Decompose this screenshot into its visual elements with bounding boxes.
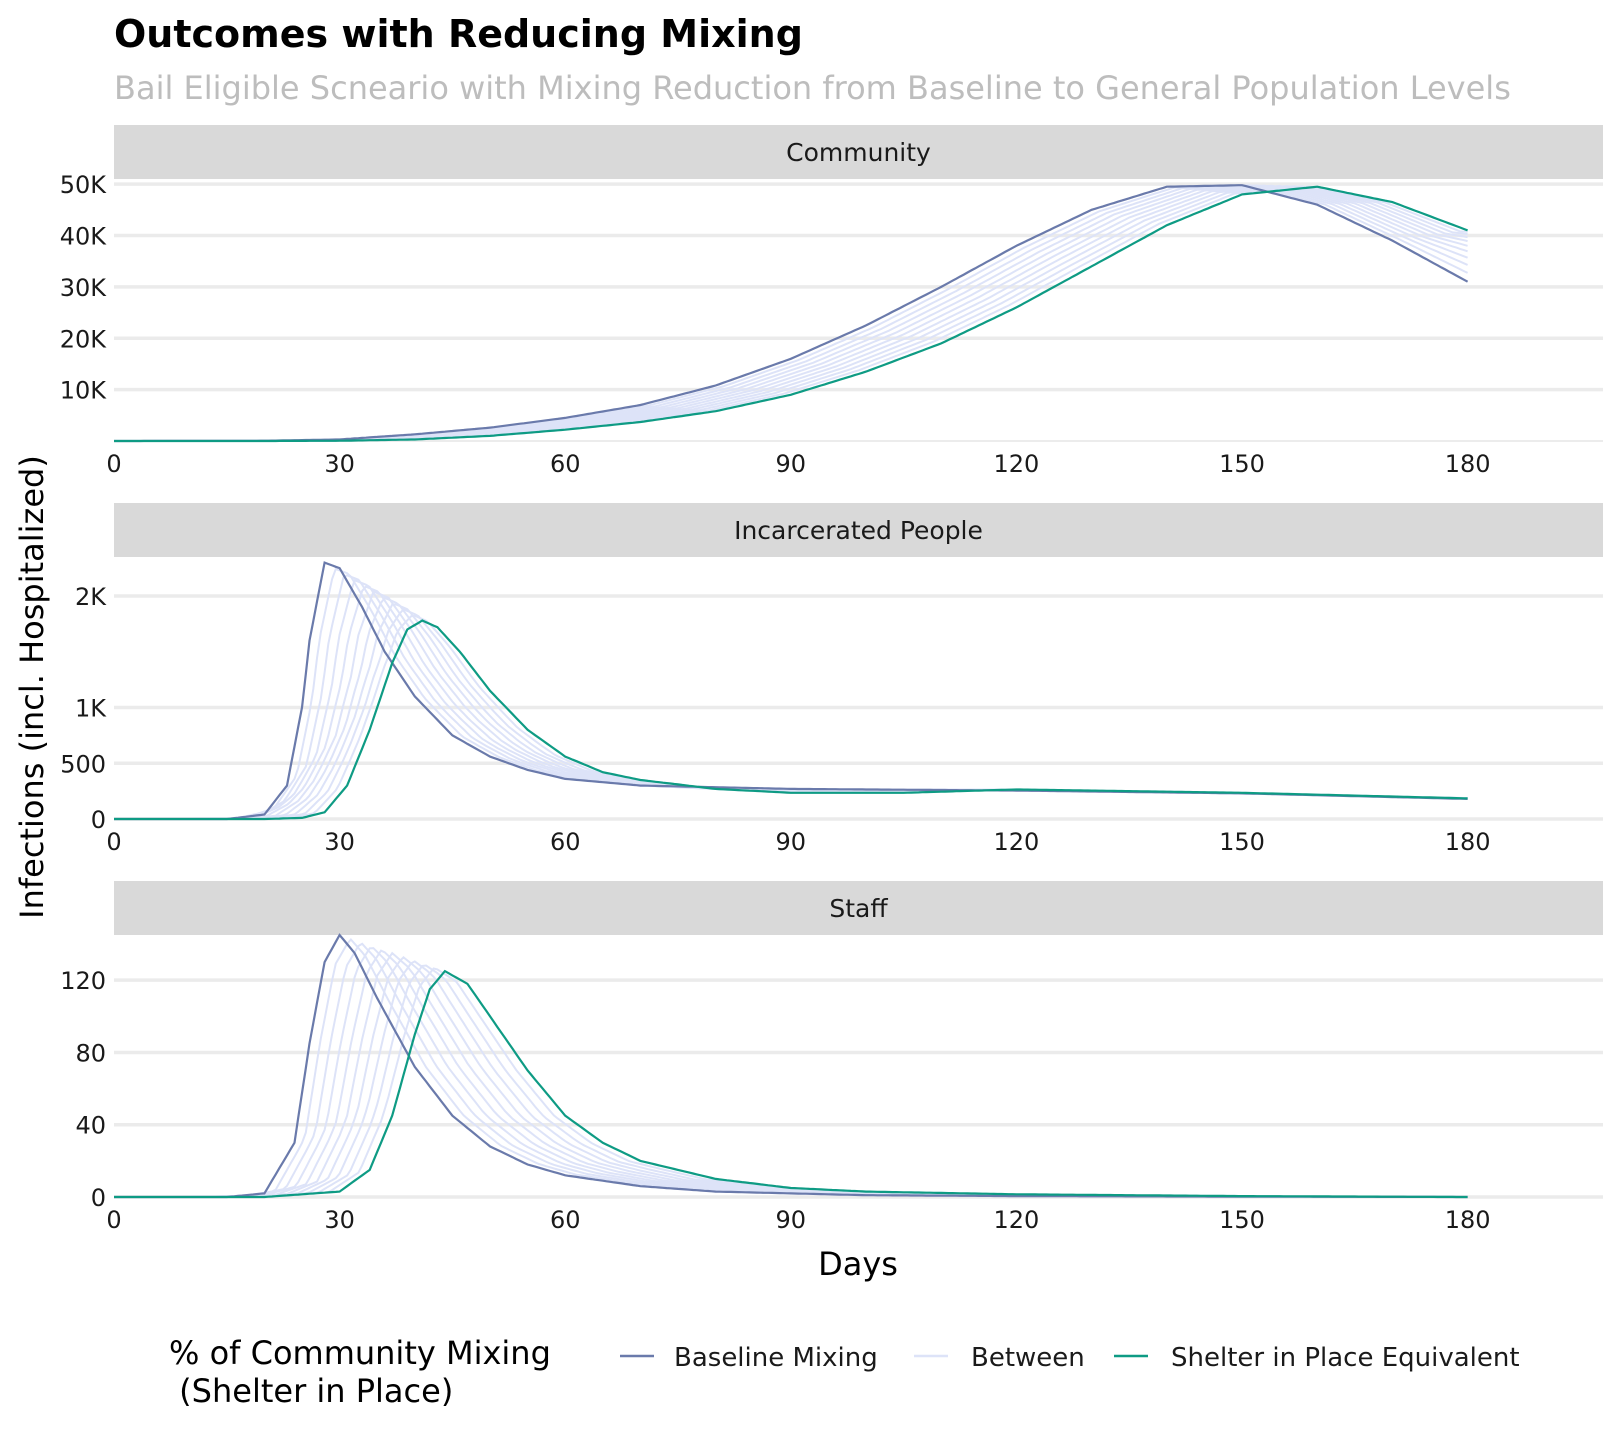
x-tick-label: 150 bbox=[1219, 1206, 1265, 1234]
y-tick-label: 500 bbox=[60, 750, 106, 778]
series-between-line bbox=[114, 185, 1468, 442]
series-between-line bbox=[114, 951, 1468, 1198]
x-tick-label: 0 bbox=[106, 1206, 121, 1234]
x-tick-label: 0 bbox=[106, 828, 121, 856]
x-tick-label: 90 bbox=[776, 450, 807, 478]
series-between-line bbox=[114, 184, 1468, 442]
y-tick-label: 80 bbox=[75, 1039, 106, 1067]
y-tick-label: 2K bbox=[75, 583, 107, 611]
x-tick-label: 0 bbox=[106, 450, 121, 478]
x-tick-label: 60 bbox=[550, 450, 581, 478]
x-tick-label: 30 bbox=[324, 1206, 355, 1234]
x-tick-label: 120 bbox=[994, 828, 1040, 856]
chart-subtitle: Bail Eligible Scneario with Mixing Reduc… bbox=[114, 69, 1511, 107]
legend-title-line2: (Shelter in Place) bbox=[169, 1372, 453, 1410]
legend-entries: Baseline Mixing Between Shelter in Place E… bbox=[620, 1343, 1520, 1373]
series-between-line bbox=[114, 937, 1468, 1198]
series-shelter-line bbox=[114, 185, 1468, 443]
x-tick-label: 90 bbox=[776, 828, 807, 856]
y-tick-label: 0 bbox=[91, 1184, 106, 1212]
legend-label: Baseline Mixing bbox=[674, 1343, 878, 1373]
series-between-line bbox=[114, 184, 1469, 442]
y-tick-label: 40K bbox=[60, 223, 108, 251]
y-tick-label: 0 bbox=[91, 806, 106, 834]
x-tick-label: 150 bbox=[1219, 828, 1265, 856]
x-tick-label: 120 bbox=[994, 1206, 1040, 1234]
panel-incarcerated-people: Incarcerated People 0 500 1K 2K 0 30 60 90 120 150… bbox=[60, 503, 1603, 856]
facet-strip bbox=[114, 503, 1603, 557]
y-tick-label: 1K bbox=[75, 695, 107, 723]
series-between-line bbox=[114, 185, 1468, 442]
legend-entry: Baseline Mixing bbox=[620, 1343, 878, 1373]
facet-strip bbox=[114, 881, 1603, 935]
x-axis-title: Days bbox=[818, 1245, 898, 1283]
y-tick-label: 10K bbox=[60, 377, 108, 405]
x-tick-label: 30 bbox=[324, 450, 355, 478]
facet-strip-label: Community bbox=[786, 138, 931, 167]
x-tick-label: 180 bbox=[1445, 828, 1491, 856]
chart-title: Outcomes with Reducing Mixing bbox=[114, 12, 803, 56]
series-between-line bbox=[114, 185, 1468, 442]
y-tick-label: 20K bbox=[60, 325, 108, 353]
x-tick-label: 150 bbox=[1219, 450, 1265, 478]
x-tick-label: 30 bbox=[324, 828, 355, 856]
series-shelter-line bbox=[114, 969, 1468, 1199]
legend-entry: Between bbox=[914, 1343, 1085, 1373]
series-between-line bbox=[114, 184, 1468, 442]
legend-label: Shelter in Place Equivalent bbox=[1171, 1343, 1520, 1373]
x-tick-label: 180 bbox=[1445, 1206, 1491, 1234]
series-between-line bbox=[114, 947, 1468, 1198]
legend-entry: Shelter in Place Equivalent bbox=[1114, 1343, 1520, 1373]
panel-community: Community 10K 20K 30K 40K 50K 0 30 60 90 120 150 180 bbox=[60, 125, 1603, 478]
series-shelter-line bbox=[114, 619, 1468, 821]
y-tick-label: 120 bbox=[60, 967, 106, 995]
y-tick-label: 30K bbox=[60, 274, 108, 302]
series-between-line bbox=[114, 185, 1468, 442]
legend: % of Community Mixing (Shelter in Place)… bbox=[169, 1334, 1520, 1410]
y-tick-label: 40 bbox=[75, 1112, 106, 1140]
x-tick-label: 60 bbox=[550, 828, 581, 856]
facet-strip-label: Incarcerated People bbox=[734, 516, 983, 545]
panel-staff: Staff 0 40 80 120 0 30 60 90 120 150 180 bbox=[60, 881, 1603, 1234]
legend-title-line1: % of Community Mixing bbox=[169, 1334, 551, 1372]
x-tick-label: 180 bbox=[1445, 450, 1491, 478]
series-between-line bbox=[114, 184, 1468, 442]
facet-panels: Community 10K 20K 30K 40K 50K 0 30 60 90 120 150 180… bbox=[60, 125, 1603, 1234]
x-tick-label: 90 bbox=[776, 1206, 807, 1234]
series-between-line bbox=[114, 184, 1468, 442]
x-tick-label: 120 bbox=[994, 450, 1040, 478]
facet-strip bbox=[114, 125, 1603, 179]
series-baseline-line bbox=[114, 184, 1469, 443]
x-tick-label: 60 bbox=[550, 1206, 581, 1234]
series-baseline-line bbox=[114, 561, 1468, 821]
facet-strip-label: Staff bbox=[829, 894, 888, 923]
y-axis-title: Infections (incl. Hospitalized) bbox=[13, 455, 51, 919]
y-tick-label: 50K bbox=[60, 171, 108, 199]
legend-label: Between bbox=[971, 1343, 1085, 1373]
series-between-line bbox=[114, 949, 1468, 1198]
